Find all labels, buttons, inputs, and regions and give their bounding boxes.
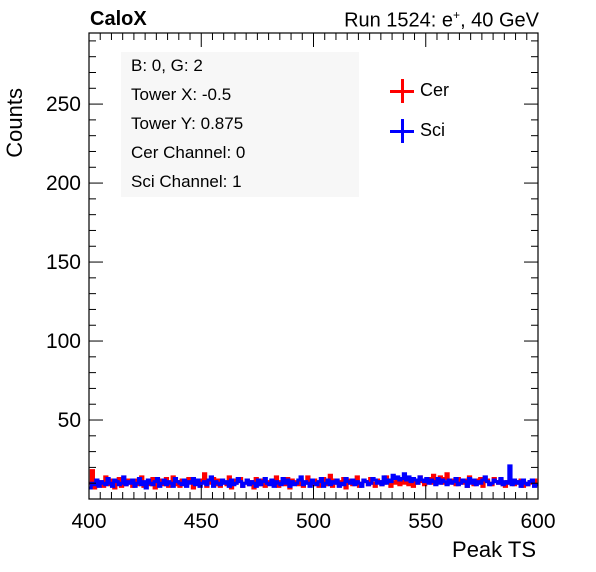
x-axis-label: Peak TS bbox=[452, 537, 536, 562]
info-line-sci-channel: Sci Channel: 1 bbox=[131, 172, 242, 191]
y-axis-label: Counts bbox=[2, 88, 27, 158]
info-line-tower-x: Tower X: -0.5 bbox=[131, 85, 232, 104]
legend-label-sci: Sci bbox=[420, 120, 446, 140]
y-tick-label: 100 bbox=[46, 330, 81, 353]
legend-item-cer: Cer bbox=[388, 76, 478, 106]
run-info-prefix: Run 1524: e bbox=[344, 9, 454, 32]
x-tick-label: 400 bbox=[71, 510, 106, 533]
y-tick-label: 200 bbox=[46, 172, 81, 195]
info-line-tower-y: Tower Y: 0.875 bbox=[131, 114, 244, 133]
y-tick-label: 250 bbox=[46, 93, 81, 116]
y-tick-label: 150 bbox=[46, 251, 81, 274]
run-info: Run 1524: e+, 40 GeV bbox=[344, 8, 539, 33]
info-box: B: 0, G: 2 Tower X: -0.5 Tower Y: 0.875 … bbox=[121, 52, 359, 197]
legend-marker-cer bbox=[390, 79, 414, 103]
experiment-title: CaloX bbox=[90, 8, 147, 30]
x-tick-label: 450 bbox=[184, 510, 219, 533]
info-line-board-gain: B: 0, G: 2 bbox=[131, 56, 203, 75]
x-tick-label: 600 bbox=[520, 510, 555, 533]
legend-label-cer: Cer bbox=[420, 80, 450, 100]
legend: Cer Sci bbox=[388, 76, 478, 146]
run-info-suffix: , 40 GeV bbox=[460, 9, 539, 32]
legend-item-sci: Sci bbox=[388, 116, 478, 146]
series-sci-line bbox=[89, 464, 538, 490]
run-info-superscript: + bbox=[453, 8, 461, 22]
info-line-cer-channel: Cer Channel: 0 bbox=[131, 143, 246, 162]
y-tick-label: 50 bbox=[58, 409, 81, 432]
x-tick-label: 550 bbox=[408, 510, 443, 533]
x-tick-label: 500 bbox=[296, 510, 331, 533]
legend-marker-sci bbox=[390, 119, 414, 143]
